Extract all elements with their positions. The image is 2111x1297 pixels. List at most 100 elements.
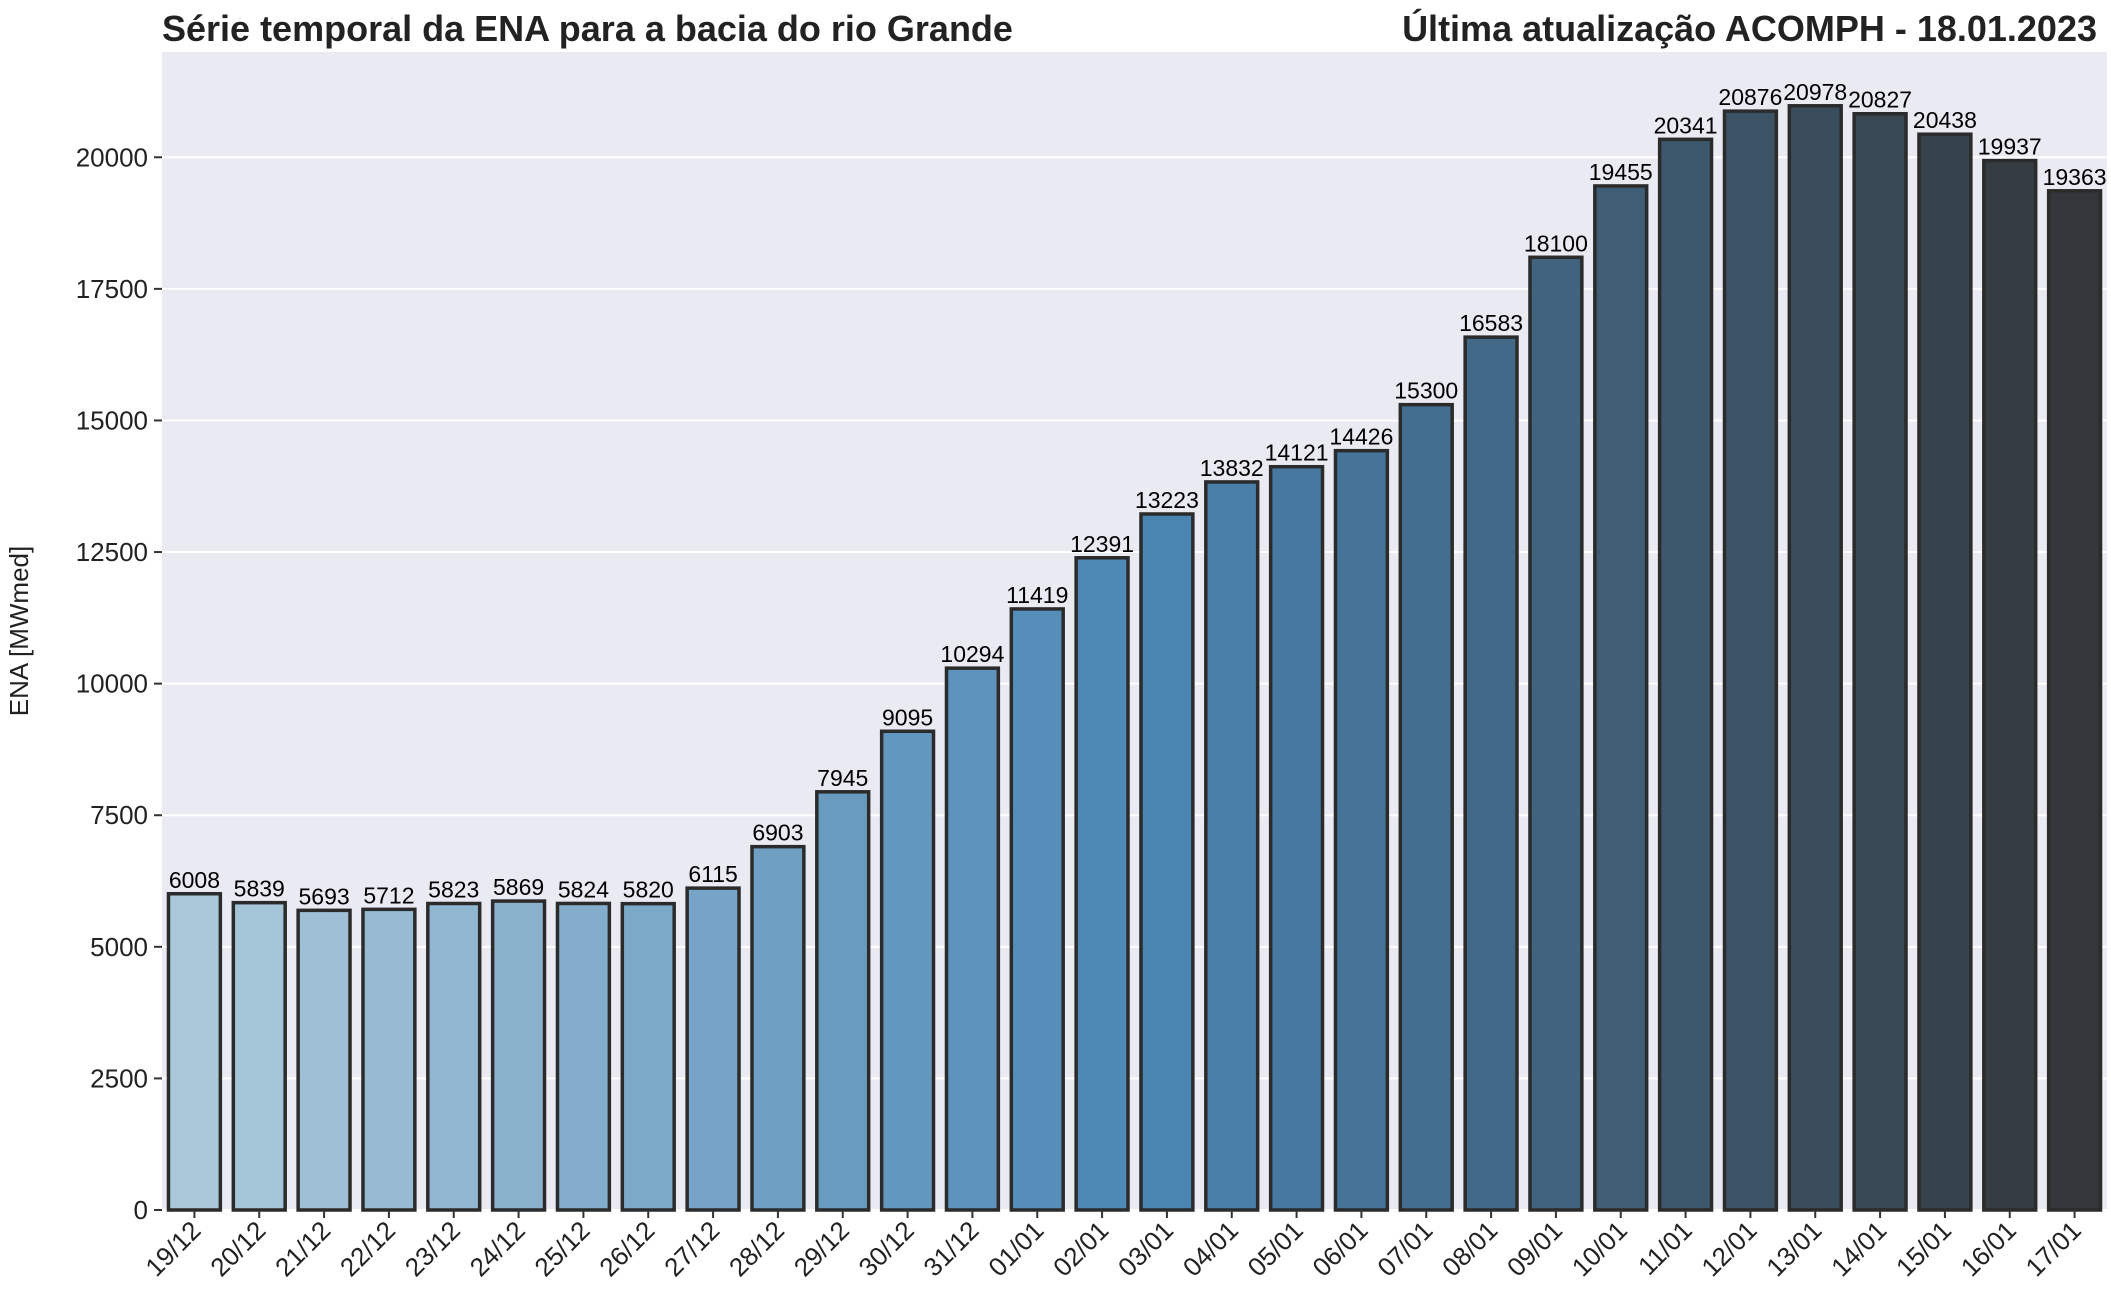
bar-value-label: 16583	[1459, 310, 1523, 336]
x-tick-label: 05/01	[1242, 1215, 1309, 1282]
y-tick-label: 7500	[90, 800, 148, 830]
bar-value-label: 20438	[1913, 107, 1977, 133]
bar	[1852, 111, 1908, 1212]
bar	[1593, 184, 1649, 1212]
bar	[426, 901, 482, 1212]
x-tick-label: 15/01	[1890, 1215, 1957, 1282]
bar-value-label: 13223	[1135, 487, 1199, 513]
x-tick-label: 28/12	[723, 1215, 790, 1282]
x-tick-label: 12/01	[1695, 1215, 1762, 1282]
bar	[361, 907, 417, 1212]
bar	[166, 892, 223, 1212]
y-tick-label: 20000	[76, 142, 148, 172]
bar-value-label: 10294	[940, 641, 1004, 667]
bar	[490, 899, 547, 1212]
bar	[944, 666, 1001, 1212]
bar	[1982, 158, 2038, 1212]
x-tick-label: 09/01	[1501, 1215, 1568, 1282]
y-tick-label: 15000	[76, 405, 148, 435]
x-tick-label: 17/01	[2020, 1215, 2087, 1282]
x-tick-label: 21/12	[269, 1215, 336, 1282]
bar-value-label: 20341	[1654, 112, 1718, 138]
x-tick-label: 20/12	[204, 1215, 271, 1282]
bar-value-label: 5839	[234, 876, 285, 902]
bar	[620, 901, 676, 1212]
x-tick-label: 02/01	[1047, 1215, 1114, 1282]
bar-value-label: 6008	[169, 867, 220, 893]
bar	[1204, 480, 1260, 1212]
bar-value-label: 19363	[2043, 164, 2107, 190]
y-tick-label: 17500	[76, 274, 148, 304]
x-tick-label: 22/12	[334, 1215, 401, 1282]
bar-value-label: 9095	[882, 704, 933, 730]
bar	[685, 886, 741, 1212]
x-tick-label: 03/01	[1112, 1215, 1179, 1282]
x-tick-label: 11/01	[1632, 1215, 1698, 1281]
bar-value-label: 6903	[752, 820, 803, 846]
bar-value-label: 5712	[363, 882, 414, 908]
bar-value-label: 14121	[1265, 440, 1329, 466]
bar	[231, 900, 287, 1212]
bar-value-label: 5824	[558, 876, 609, 902]
bar	[1722, 109, 1779, 1212]
bar	[815, 790, 871, 1212]
y-tick-label: 10000	[76, 669, 148, 699]
x-tick-label: 31/12	[917, 1215, 984, 1282]
x-tick-label: 13/01	[1760, 1215, 1827, 1282]
x-tick-label: 29/12	[788, 1215, 855, 1282]
x-tick-label: 16/01	[1955, 1215, 2022, 1282]
x-tick-label: 24/12	[464, 1215, 531, 1282]
bar-value-label: 14426	[1329, 424, 1393, 450]
x-tick-label: 06/01	[1306, 1215, 1373, 1282]
y-tick-label: 2500	[90, 1063, 148, 1093]
bar	[1528, 255, 1584, 1212]
bar-value-label: 20876	[1718, 84, 1782, 110]
bar	[1398, 402, 1454, 1212]
bar	[1917, 132, 1973, 1212]
y-tick-label: 0	[134, 1195, 148, 1225]
bar	[750, 844, 806, 1212]
bar-value-label: 13832	[1200, 455, 1264, 481]
bar	[1139, 512, 1195, 1212]
chart-title: Série temporal da ENA para a bacia do ri…	[162, 8, 1013, 49]
grid-lines	[162, 156, 2107, 1211]
bar	[879, 729, 936, 1212]
bars	[166, 104, 2103, 1212]
bar	[555, 901, 612, 1212]
bar-value-label: 7945	[817, 765, 868, 791]
x-tick-label: 26/12	[593, 1215, 660, 1282]
x-tick-label: 30/12	[853, 1215, 920, 1282]
x-tick-label: 14/01	[1825, 1215, 1892, 1282]
bar	[1463, 335, 1519, 1212]
bar-value-label: 20978	[1783, 79, 1847, 105]
bar-value-label: 12391	[1070, 531, 1134, 557]
x-tick-label: 01/01	[982, 1215, 1049, 1282]
bar	[1268, 464, 1325, 1212]
x-tick-label: 08/01	[1436, 1215, 1503, 1282]
bar	[1074, 556, 1130, 1212]
bar-value-label: 18100	[1524, 230, 1588, 256]
plot-area	[162, 52, 2107, 1210]
bar-value-label: 19455	[1589, 159, 1653, 185]
y-axis-label: ENA [MWmed]	[4, 546, 34, 716]
y-tick-label: 12500	[76, 537, 148, 567]
bar-value-label: 15300	[1394, 378, 1458, 404]
bar	[1009, 607, 1065, 1212]
bar-value-label: 5820	[623, 877, 674, 903]
bar-value-label: 5869	[493, 874, 544, 900]
y-tick-label: 5000	[90, 932, 148, 962]
bar-value-label: 5693	[298, 883, 349, 909]
bar	[2046, 189, 2103, 1212]
x-tick-label: 25/12	[528, 1215, 595, 1282]
x-tick-label: 04/01	[1177, 1215, 1244, 1282]
bar-value-label: 5823	[428, 876, 479, 902]
bar-value-labels: 6008 5839 5693 5712 5823 5869 5824 5820 6115 6903…	[169, 79, 2107, 910]
bar	[1787, 104, 1843, 1212]
bar	[1657, 137, 1714, 1212]
bar-value-label: 6115	[688, 861, 737, 887]
x-tick-label: 07/01	[1371, 1215, 1438, 1282]
bar-value-label: 19937	[1978, 134, 2042, 160]
x-tick-label: 23/12	[399, 1215, 466, 1282]
